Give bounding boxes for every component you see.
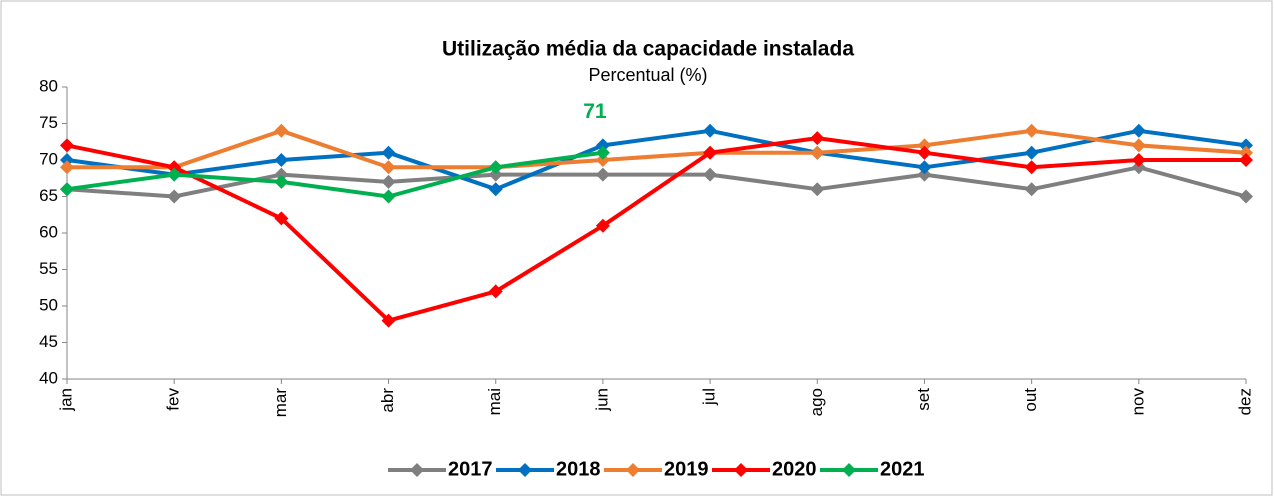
y-tick-label: 55: [39, 259, 58, 278]
y-tick-label: 60: [39, 222, 58, 241]
legend-marker: [626, 463, 640, 477]
x-tick-label: abr: [378, 388, 397, 413]
data-point: [595, 218, 610, 233]
legend-marker: [734, 463, 748, 477]
data-point: [274, 211, 289, 226]
data-point: [60, 182, 74, 197]
data-point: [595, 167, 610, 182]
data-point: [703, 167, 718, 182]
x-tick-label: nov: [1128, 388, 1147, 416]
legend-label: 2019: [664, 458, 709, 480]
data-point: [810, 145, 825, 160]
legend-label: 2017: [448, 458, 493, 480]
data-point: [917, 138, 932, 153]
x-tick-label: jul: [700, 388, 719, 406]
x-tick-label: jun: [592, 388, 611, 412]
series-line: [66, 128, 1247, 192]
data-point: [167, 167, 182, 182]
y-tick-label: 65: [39, 186, 58, 205]
data-point: [274, 167, 289, 182]
y-tick-label: 50: [39, 295, 58, 314]
legend-label: 2020: [772, 458, 817, 480]
series-line: [67, 128, 1247, 170]
data-point: [381, 313, 396, 328]
x-tick-label: mar: [271, 388, 290, 418]
data-point: [1024, 123, 1039, 138]
x-tick-label: jan: [56, 388, 75, 412]
data-point: [167, 160, 182, 175]
data-point: [703, 123, 718, 138]
data-point: [488, 284, 503, 299]
data-point: [1024, 145, 1039, 160]
y-tick-label: 80: [39, 76, 58, 95]
x-tick-label: ago: [807, 388, 826, 416]
data-point: [1239, 138, 1253, 153]
data-point: [60, 160, 74, 175]
data-point: [488, 182, 503, 197]
data-point: [488, 167, 503, 182]
data-point: [381, 160, 396, 175]
data-point: [917, 160, 932, 175]
y-tick-label: 40: [39, 368, 58, 387]
data-point: [595, 138, 610, 153]
legend-marker: [518, 463, 532, 477]
legend-label: 2018: [556, 458, 601, 480]
data-point: [381, 189, 396, 204]
data-point: [60, 138, 74, 153]
x-tick-label: mai: [485, 388, 504, 415]
data-point: [703, 145, 718, 160]
data-point: [274, 123, 289, 138]
data-point: [810, 131, 825, 146]
series-line: [66, 150, 604, 199]
data-point: [1131, 123, 1146, 138]
chart-subtitle: Percentual (%): [588, 65, 707, 85]
data-point: [595, 145, 610, 160]
data-point: [488, 160, 503, 175]
data-point: [810, 182, 825, 197]
legend-marker: [842, 463, 856, 477]
data-point: [595, 153, 610, 167]
data-point: [1024, 182, 1039, 197]
data-label: 71: [583, 100, 607, 123]
series-line: [66, 136, 1246, 323]
series-line: [66, 165, 1247, 199]
x-tick-label: set: [914, 388, 933, 411]
data-point: [381, 174, 396, 189]
data-point: [274, 153, 289, 167]
y-tick-label: 45: [39, 332, 58, 351]
x-tick-label: out: [1021, 388, 1040, 412]
legend-marker: [410, 463, 424, 477]
data-point: [917, 145, 932, 160]
data-point: [1239, 145, 1253, 160]
data-point: [1131, 153, 1146, 167]
data-point: [1131, 160, 1146, 175]
data-point: [381, 145, 396, 160]
data-point: [1131, 138, 1146, 153]
data-point: [1239, 189, 1253, 204]
chart-title: Utilização média da capacidade instalada: [442, 38, 854, 61]
x-tick-label: dez: [1235, 388, 1254, 415]
data-point: [1239, 153, 1253, 167]
data-point: [274, 174, 289, 189]
x-tick-label: fev: [164, 388, 183, 411]
y-tick-label: 75: [39, 113, 58, 132]
data-point: [167, 189, 182, 204]
data-point: [917, 167, 932, 182]
data-point: [60, 153, 74, 167]
legend-label: 2021: [880, 458, 925, 480]
data-point: [1024, 160, 1039, 175]
y-tick-label: 70: [39, 149, 58, 168]
